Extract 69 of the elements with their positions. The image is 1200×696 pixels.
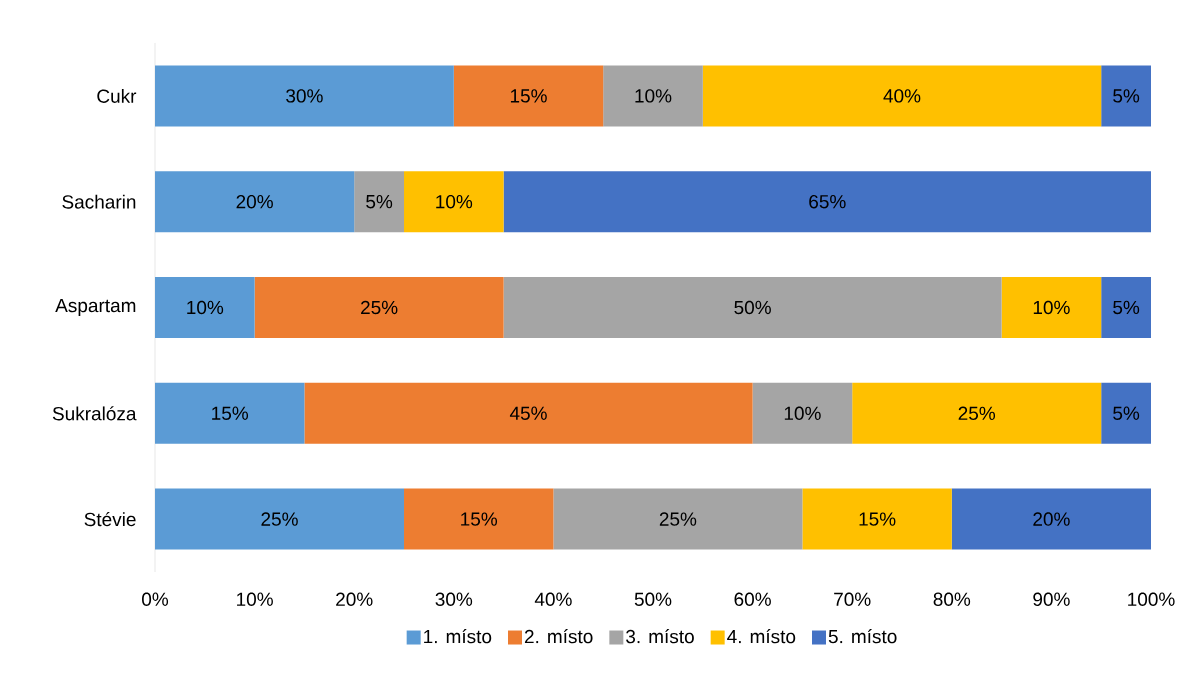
x-tick-label: 50% bbox=[634, 592, 672, 606]
data-label: 50% bbox=[734, 300, 771, 315]
x-tick-label: 0% bbox=[142, 592, 169, 606]
data-label: 5% bbox=[1113, 406, 1140, 420]
x-tick-label: 90% bbox=[1033, 592, 1070, 606]
data-label: 25% bbox=[659, 512, 697, 526]
y-tick-label: Sacharin bbox=[62, 194, 136, 209]
data-label: 20% bbox=[1033, 512, 1070, 526]
data-label: 20% bbox=[236, 194, 273, 209]
y-tick-label: Sukralóza bbox=[52, 406, 137, 421]
legend-label: 4. místo bbox=[727, 629, 796, 644]
data-label: 15% bbox=[212, 406, 249, 420]
bar bbox=[155, 65, 454, 127]
data-label: 5% bbox=[1113, 300, 1140, 315]
x-tick-label: 20% bbox=[336, 592, 373, 606]
data-label: 5% bbox=[366, 195, 393, 209]
data-label: 65% bbox=[809, 194, 846, 209]
bar bbox=[404, 488, 554, 550]
bar bbox=[951, 488, 1151, 550]
bar bbox=[1001, 277, 1102, 338]
bar bbox=[802, 488, 952, 550]
bar bbox=[155, 488, 405, 550]
bar bbox=[254, 277, 504, 338]
bar bbox=[404, 171, 504, 233]
legend-label: 3. místo bbox=[626, 629, 694, 644]
bar bbox=[1101, 65, 1151, 127]
bar bbox=[1101, 382, 1151, 444]
y-tick-label: Stévie bbox=[84, 512, 136, 527]
legend-label: 5. místo bbox=[828, 629, 897, 644]
bar bbox=[155, 171, 355, 233]
bar bbox=[503, 171, 1151, 233]
bar bbox=[155, 277, 255, 338]
y-tick-label: Aspartam bbox=[55, 299, 136, 316]
bar bbox=[155, 382, 305, 444]
x-tick-label: 30% bbox=[435, 592, 473, 606]
bar bbox=[304, 382, 753, 444]
legend-label: 1. místo bbox=[424, 629, 492, 644]
bar bbox=[354, 171, 405, 233]
bar bbox=[603, 65, 703, 127]
x-tick-label: 40% bbox=[534, 592, 572, 606]
data-label: 5% bbox=[1113, 89, 1140, 103]
data-label: 10% bbox=[635, 89, 672, 103]
data-label: 25% bbox=[958, 406, 996, 421]
bar bbox=[1101, 277, 1151, 338]
data-label: 25% bbox=[361, 300, 398, 315]
data-label: 10% bbox=[187, 300, 224, 315]
data-label: 15% bbox=[510, 89, 547, 103]
data-label: 30% bbox=[286, 89, 323, 103]
data-label: 15% bbox=[859, 512, 896, 526]
data-label: 10% bbox=[784, 406, 821, 421]
x-tick-label: 60% bbox=[734, 592, 771, 606]
y-tick-label: Cukr bbox=[97, 88, 137, 103]
bar bbox=[453, 65, 604, 127]
bar bbox=[503, 277, 1002, 338]
x-tick-label: 10% bbox=[237, 592, 273, 606]
data-label: 10% bbox=[1033, 300, 1070, 315]
data-label: 15% bbox=[461, 512, 498, 526]
bar bbox=[702, 65, 1102, 127]
legend-label: 2. místo bbox=[524, 629, 593, 644]
data-label: 45% bbox=[509, 406, 547, 420]
data-label: 40% bbox=[883, 89, 921, 103]
bar bbox=[852, 382, 1102, 444]
x-tick-label: 100% bbox=[1128, 592, 1175, 606]
bar bbox=[553, 488, 803, 550]
data-label: 25% bbox=[261, 512, 298, 526]
x-tick-label: 80% bbox=[933, 592, 971, 606]
data-label: 10% bbox=[436, 194, 473, 209]
x-tick-label: 70% bbox=[834, 592, 871, 606]
bar bbox=[752, 382, 853, 444]
